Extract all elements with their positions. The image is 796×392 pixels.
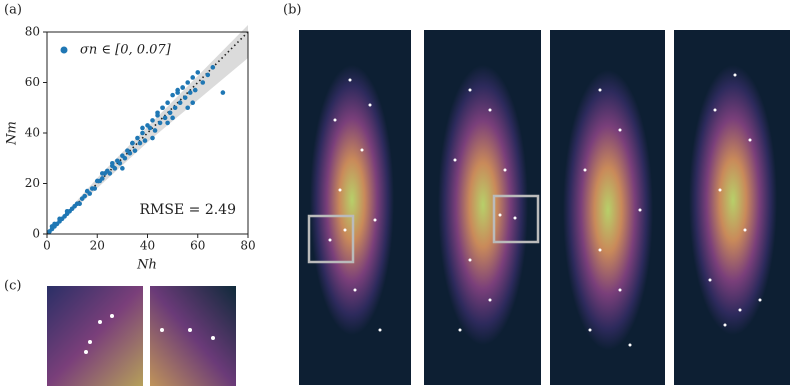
point	[130, 140, 135, 146]
point	[195, 70, 201, 75]
point	[162, 115, 168, 121]
point	[220, 90, 226, 95]
y-tick-label: 0	[32, 227, 40, 241]
panel-label: (c)	[4, 279, 21, 294]
y-tick-label: 60	[25, 75, 40, 89]
annotation: RMSE = 2.49	[140, 202, 237, 218]
x-tick-label: 40	[140, 239, 155, 253]
point	[165, 120, 170, 126]
point	[192, 87, 198, 93]
point	[127, 150, 133, 156]
point	[132, 148, 138, 153]
point	[122, 155, 128, 161]
point	[185, 80, 190, 85]
point	[175, 90, 180, 95]
plot	[47, 65, 226, 234]
point	[160, 105, 165, 111]
point	[147, 125, 153, 131]
point	[170, 92, 175, 98]
y-tick-label: 20	[25, 176, 40, 190]
point	[172, 105, 178, 111]
y-tick-label: 40	[25, 126, 40, 140]
y-tick-label: 80	[25, 25, 40, 39]
point	[107, 171, 113, 176]
point	[142, 138, 148, 143]
point	[152, 128, 158, 133]
point	[180, 85, 185, 90]
point	[177, 100, 183, 105]
x-tick-label: 20	[90, 239, 105, 253]
point	[182, 95, 188, 100]
x-tick-label: 0	[43, 239, 51, 253]
point	[150, 118, 155, 123]
point	[157, 120, 163, 126]
point	[112, 166, 118, 171]
point	[92, 186, 98, 191]
x-tick-label: 60	[190, 239, 205, 253]
point	[137, 140, 143, 146]
point	[110, 161, 115, 166]
point	[99, 171, 105, 176]
point	[135, 135, 140, 141]
point	[210, 65, 216, 70]
point	[117, 161, 123, 166]
x-axis-label: Nh	[136, 258, 157, 273]
point	[165, 100, 170, 105]
point	[170, 115, 175, 121]
point	[205, 72, 211, 78]
point	[190, 100, 196, 105]
point	[200, 80, 206, 85]
point	[99, 176, 105, 181]
zoom-images	[47, 286, 236, 386]
point	[120, 166, 125, 171]
point	[140, 130, 145, 136]
x-tick-label: 80	[240, 239, 255, 253]
y-axis-label: Nm	[5, 121, 20, 146]
microscopy-images	[299, 30, 790, 385]
point	[185, 105, 190, 111]
point	[155, 110, 160, 116]
point	[87, 191, 93, 196]
point	[77, 201, 82, 206]
legend-entry: σn ∈ [0, 0.07]	[80, 43, 172, 58]
point	[167, 110, 173, 116]
point	[82, 193, 87, 199]
point	[150, 135, 155, 141]
point	[190, 75, 196, 80]
point	[187, 90, 193, 95]
legend-marker	[60, 46, 68, 54]
panel-label: (b)	[283, 3, 301, 18]
point	[140, 125, 145, 131]
panel-label: (a)	[4, 3, 22, 18]
